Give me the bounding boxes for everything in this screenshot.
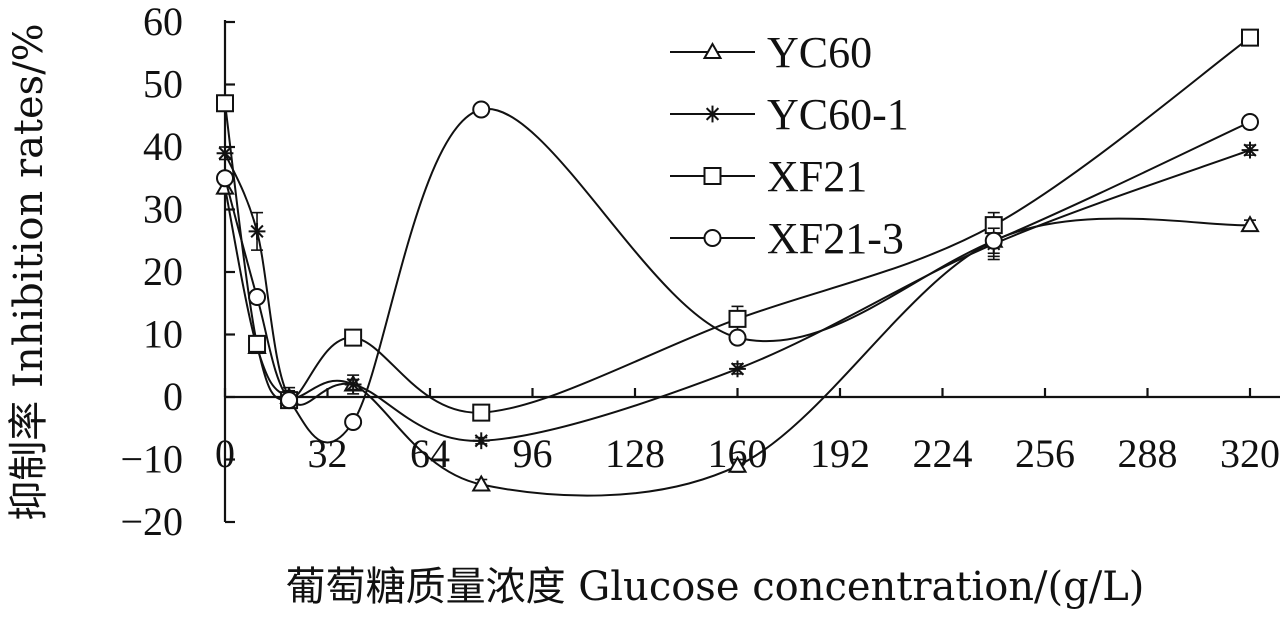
y-tick-label: −10 xyxy=(120,437,183,482)
series-xf21-3 xyxy=(216,100,1259,444)
data-point xyxy=(248,222,266,240)
x-tick-label: 128 xyxy=(605,431,665,476)
data-point xyxy=(728,328,747,347)
x-tick-label: 192 xyxy=(810,431,870,476)
data-point xyxy=(472,100,491,119)
data-point xyxy=(472,432,490,450)
legend-label: YC60 xyxy=(767,28,872,77)
data-point xyxy=(344,376,362,393)
legend-marker xyxy=(702,41,723,59)
data-point xyxy=(248,288,267,306)
y-ticks: 60 50 40 30 20 10 0 −10 −20 xyxy=(120,0,235,544)
data-point xyxy=(280,391,299,410)
legend-label: XF21-3 xyxy=(767,214,904,263)
legend-marker xyxy=(704,105,721,123)
y-tick-label: 10 xyxy=(143,312,183,357)
y-tick-label: 50 xyxy=(143,62,183,107)
data-point xyxy=(729,360,746,378)
legend-label: YC60-1 xyxy=(767,90,909,139)
x-tick-label: 224 xyxy=(913,431,973,476)
legend-marker xyxy=(703,167,722,185)
series-layer xyxy=(215,28,1260,497)
data-point xyxy=(1241,28,1259,47)
data-point xyxy=(344,413,363,431)
data-point xyxy=(984,231,1003,250)
series-line xyxy=(224,36,1251,414)
legend-item: XF21-3 xyxy=(670,214,904,263)
legend-marker xyxy=(703,229,722,247)
y-axis-label: 抑制率 Inhibition rates/% xyxy=(6,23,52,520)
x-tick-label: 32 xyxy=(308,431,348,476)
data-point xyxy=(727,455,748,473)
legend-label: XF21 xyxy=(767,152,867,201)
x-axis-label: 葡萄糖质量浓度 Glucose concentration/(g/L) xyxy=(286,564,1145,610)
data-point xyxy=(344,328,363,347)
y-tick-label: −20 xyxy=(120,499,183,544)
x-tick-label: 320 xyxy=(1220,431,1280,476)
y-tick-label: 0 xyxy=(163,374,183,419)
data-point xyxy=(216,94,234,113)
data-point xyxy=(1241,141,1259,159)
data-point xyxy=(1240,215,1260,233)
x-tick-label: 96 xyxy=(513,431,553,476)
data-point xyxy=(248,334,267,353)
x-tick-label: 0 xyxy=(215,431,235,476)
series-xf21 xyxy=(216,28,1259,422)
data-point xyxy=(1241,113,1259,131)
legend: YC60 YC60-1 XF21 XF21-3 xyxy=(670,28,909,263)
x-tick-label: 288 xyxy=(1118,431,1178,476)
data-point xyxy=(216,169,234,188)
y-tick-label: 40 xyxy=(143,124,183,169)
data-point xyxy=(216,144,234,162)
x-tick-label: 256 xyxy=(1015,431,1075,476)
y-tick-label: 20 xyxy=(143,249,183,294)
legend-item: YC60-1 xyxy=(670,90,909,139)
data-point xyxy=(472,403,491,422)
legend-item: XF21 xyxy=(670,152,867,201)
y-tick-label: 60 xyxy=(143,0,183,44)
legend-item: YC60 xyxy=(670,28,872,77)
series-yc60-1 xyxy=(216,141,1259,450)
data-point xyxy=(471,474,491,492)
x-ticks: 0 32 64 96 128 160 192 224 256 288 320 xyxy=(215,388,1280,476)
data-point xyxy=(728,309,747,328)
y-tick-label: 30 xyxy=(143,187,183,232)
